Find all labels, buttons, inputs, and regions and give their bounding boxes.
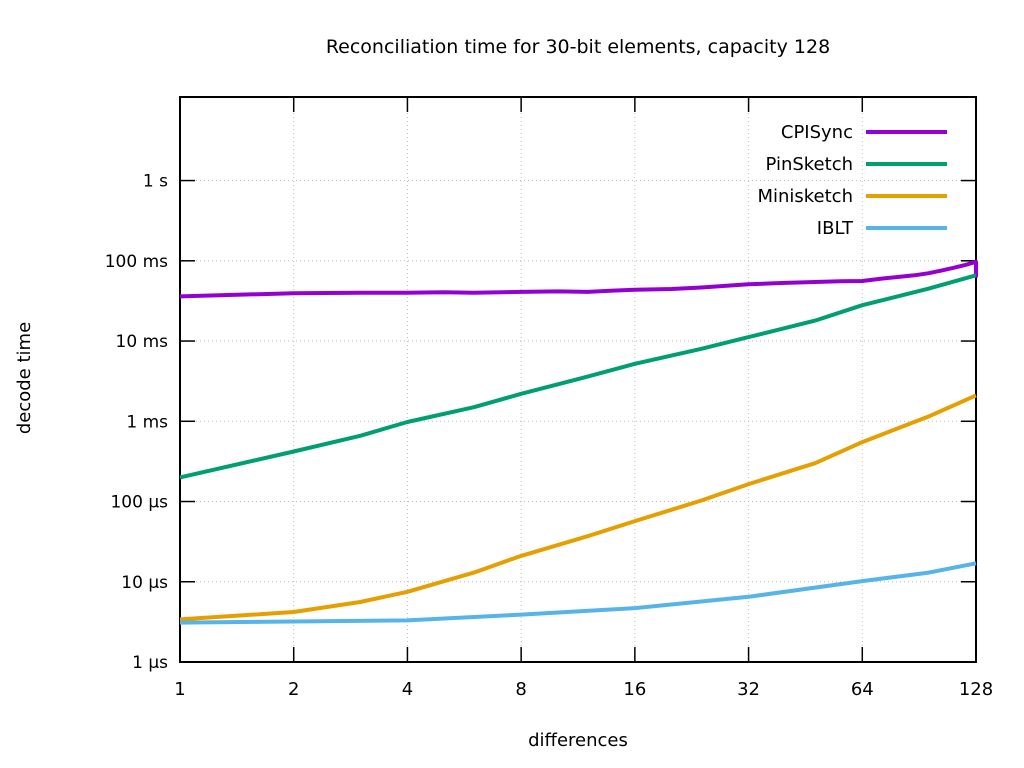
legend-label-iblt: IBLT bbox=[817, 218, 854, 239]
series-line-pinsketch bbox=[179, 273, 977, 480]
y-tick-label: 10 µs bbox=[121, 573, 168, 593]
series-line-minisketch bbox=[179, 393, 977, 622]
x-tick-label: 32 bbox=[737, 679, 760, 700]
x-tick-label: 16 bbox=[623, 679, 646, 700]
x-tick-label: 2 bbox=[288, 679, 299, 700]
y-tick-label: 10 ms bbox=[116, 332, 169, 352]
y-tick-label: 100 ms bbox=[105, 252, 168, 272]
legend-label-minisketch: Minisketch bbox=[757, 186, 853, 207]
y-tick-label: 1 ms bbox=[126, 412, 168, 432]
x-tick-label: 4 bbox=[402, 679, 413, 700]
x-tick-label: 1 bbox=[174, 679, 185, 700]
x-tick-label: 8 bbox=[515, 679, 526, 700]
y-tick-label: 100 µs bbox=[110, 493, 168, 513]
legend-label-cpisync: CPISync bbox=[781, 122, 853, 143]
y-tick-label: 1 s bbox=[143, 172, 168, 192]
x-axis-label: differences bbox=[528, 730, 628, 751]
chart-title: Reconciliation time for 30-bit elements,… bbox=[325, 36, 831, 58]
x-tick-label: 128 bbox=[959, 679, 993, 700]
series-line-cpisync bbox=[179, 259, 978, 299]
legend-label-pinsketch: PinSketch bbox=[765, 154, 853, 175]
plot-border bbox=[179, 96, 977, 663]
x-tick-label: 64 bbox=[851, 679, 874, 700]
y-tick-label: 1 µs bbox=[132, 653, 168, 673]
series-line-iblt bbox=[179, 561, 977, 625]
